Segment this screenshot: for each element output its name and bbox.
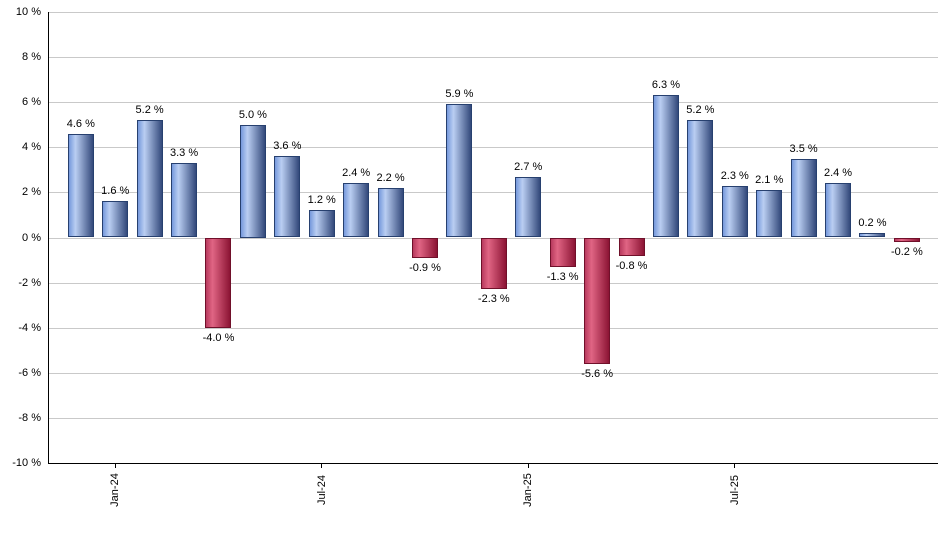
y-axis-tick-label: -4 %: [18, 321, 41, 334]
bar-value-label: 2.7 %: [514, 160, 543, 173]
bar-value-label: 2.4 %: [342, 167, 371, 180]
bar-negative: [480, 237, 507, 290]
bar-value-label: 2.2 %: [376, 171, 405, 184]
x-axis-tick: [734, 463, 736, 468]
bar-positive: [446, 104, 473, 238]
gridline: [48, 327, 938, 329]
bar-value-label: 5.2 %: [135, 104, 164, 117]
y-axis-tick-label: -8 %: [18, 411, 41, 424]
bar-positive: [343, 183, 370, 238]
y-axis-tick-label: 6 %: [22, 96, 41, 109]
bar-negative: [618, 237, 645, 256]
bar-positive: [825, 183, 852, 238]
bar-positive: [102, 201, 129, 238]
bar-value-label: -1.3 %: [546, 270, 579, 283]
bar-positive: [136, 120, 163, 238]
gridline: [48, 372, 938, 374]
y-axis-tick-label: -10 %: [12, 457, 41, 469]
x-axis-tick-label: Jan-24: [109, 473, 122, 507]
bar-value-label: -0.9 %: [409, 261, 441, 274]
y-axis-tick-label: 2 %: [22, 186, 41, 199]
bar-negative: [584, 237, 611, 364]
bar-value-label: 0.2 %: [858, 216, 887, 229]
bar-negative: [549, 237, 576, 267]
bar-value-label: 6.3 %: [651, 79, 680, 92]
bar-value-label: 5.2 %: [686, 104, 715, 117]
bar-value-label: 1.6 %: [101, 185, 130, 198]
bar-positive: [790, 158, 817, 238]
bar-value-label: 2.3 %: [720, 169, 749, 182]
bar-positive: [721, 185, 748, 238]
bar-value-label: 3.3 %: [169, 147, 199, 160]
bar-value-label: 1.2 %: [307, 194, 336, 207]
bar-negative: [412, 237, 438, 258]
x-axis-tick-label: Jul-24: [315, 475, 328, 505]
bar-negative: [205, 237, 232, 328]
bar-value-label: 5.0 %: [238, 108, 267, 121]
bar-value-label: -5.6 %: [581, 367, 613, 380]
bar-value-label: -4.0 %: [202, 331, 235, 344]
bar-positive: [377, 187, 404, 238]
bar-positive: [652, 95, 679, 238]
gridline: [48, 192, 938, 194]
y-axis-tick-label: 8 %: [22, 51, 41, 64]
bar-value-label: 5.9 %: [445, 88, 474, 101]
bar-value-label: -2.3 %: [477, 293, 510, 306]
x-axis-tick: [114, 463, 116, 468]
bar-positive: [67, 133, 94, 238]
bar-positive: [756, 190, 783, 238]
bar-positive: [687, 120, 714, 238]
bar-positive: [274, 156, 301, 238]
bar-positive: [308, 210, 335, 238]
y-axis-tick-label: 0 %: [22, 231, 41, 244]
bar-value-label: 2.1 %: [755, 174, 784, 187]
y-axis-line: [48, 12, 49, 464]
bar-positive: [239, 124, 266, 238]
x-axis-tick: [527, 463, 529, 468]
gridline: [48, 102, 938, 104]
bar-value-label: 3.5 %: [789, 142, 818, 155]
bar-value-label: -0.2 %: [890, 246, 923, 258]
x-axis-tick: [321, 463, 323, 468]
gridline: [48, 147, 938, 149]
bar-positive: [515, 176, 542, 238]
bar-negative: [893, 237, 920, 242]
y-axis-tick-label: -2 %: [18, 276, 41, 289]
bar-value-label: -0.8 %: [615, 259, 648, 272]
gridline: [48, 12, 938, 13]
x-axis-tick-label: Jan-25: [522, 473, 535, 507]
x-axis-tick-label: Jul-25: [728, 475, 741, 505]
bar-positive: [859, 232, 886, 238]
bar-value-label: 4.6 %: [66, 117, 95, 130]
bar-positive: [171, 163, 198, 238]
x-axis-line: [48, 463, 938, 464]
gridline: [48, 417, 938, 419]
gridline: [48, 57, 938, 59]
y-axis-tick-label: 10 %: [15, 6, 41, 18]
bar-value-label: 3.6 %: [273, 140, 302, 153]
y-axis-tick-label: -6 %: [18, 366, 41, 379]
y-axis-tick-label: 4 %: [22, 141, 41, 154]
bar-value-label: 2.4 %: [823, 167, 853, 180]
